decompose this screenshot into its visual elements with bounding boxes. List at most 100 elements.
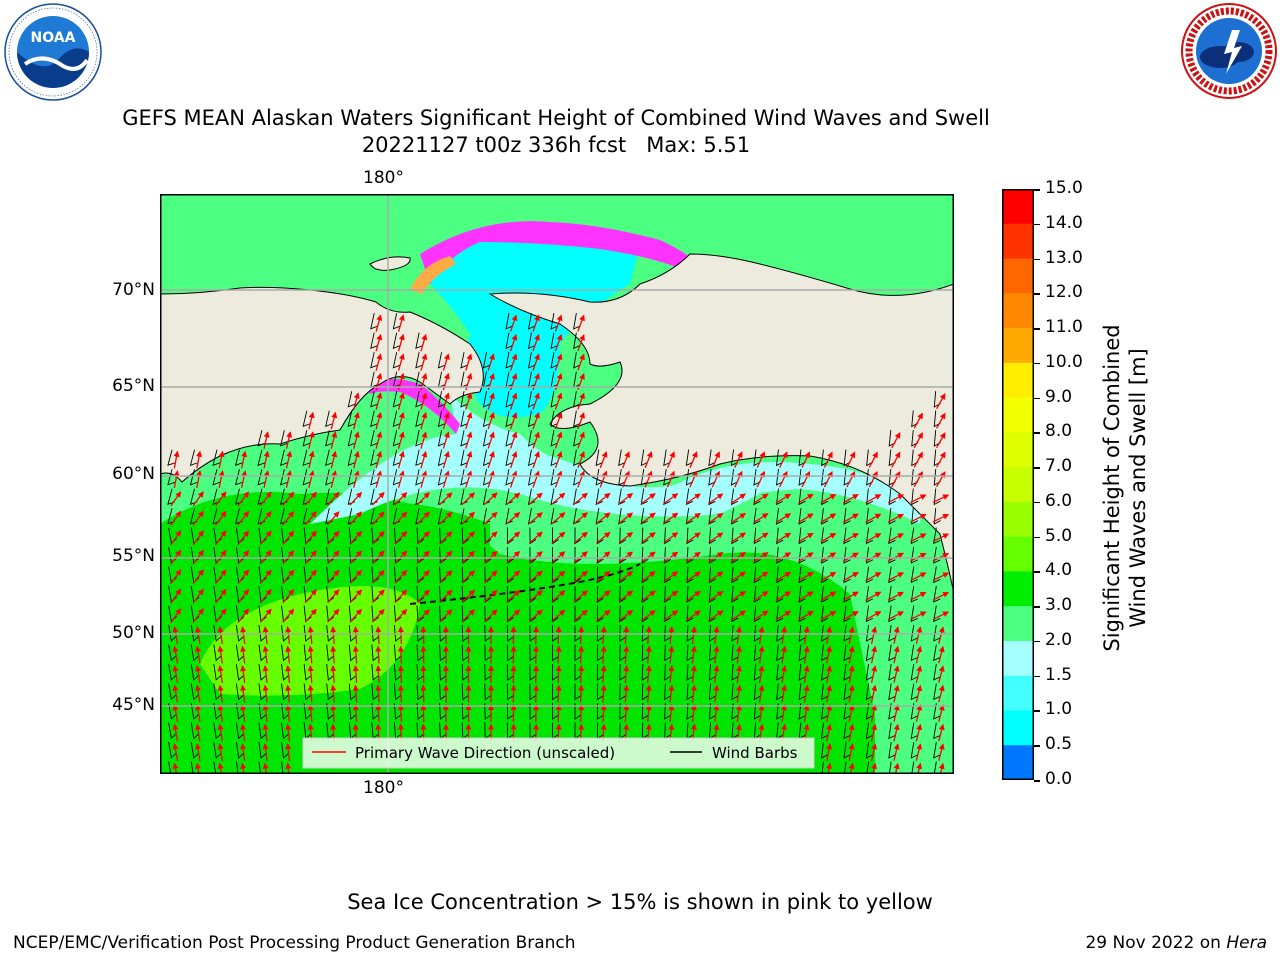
wind-barb <box>167 469 175 486</box>
colorbar-tick-label: 3.0 <box>1045 595 1073 616</box>
map-panel: Primary Wave Direction (unscaled) Wind B… <box>160 194 954 774</box>
wind-barb <box>888 507 896 525</box>
wave-arrow <box>663 493 679 505</box>
wave-arrow <box>893 665 900 683</box>
wind-barb <box>460 352 468 369</box>
wave-arrow <box>893 723 900 742</box>
wind-barb <box>392 410 401 428</box>
wind-barb <box>258 722 267 740</box>
wave-arrow <box>532 431 540 449</box>
wave-arrow <box>327 589 340 604</box>
wave-arrow <box>170 530 182 546</box>
wind-barb <box>550 469 558 486</box>
wave-arrow <box>618 512 634 525</box>
wind-barb <box>552 702 559 720</box>
wind-barb <box>482 508 491 525</box>
wind-barb <box>506 644 514 662</box>
wind-barb <box>686 644 694 662</box>
wind-barb <box>281 644 290 662</box>
colorbar-tick-mark <box>1034 223 1040 226</box>
wind-barb <box>619 585 627 603</box>
wave-arrow <box>668 626 675 645</box>
wave-arrow <box>932 552 950 562</box>
wave-arrow <box>826 665 833 683</box>
wave-arrow <box>330 411 338 430</box>
colorbar-band <box>1002 258 1034 294</box>
wave-palecyan-strait <box>450 394 580 494</box>
wind-barb <box>348 702 357 720</box>
wind-barb <box>573 430 581 447</box>
wind-barb <box>552 624 559 642</box>
wind-barb <box>663 449 671 467</box>
wave-arrow <box>488 704 495 723</box>
wind-barb <box>641 683 649 701</box>
wind-barb <box>933 527 941 545</box>
wave-arrow <box>483 589 498 603</box>
wind-barb <box>619 566 627 584</box>
wind-barb <box>168 703 177 720</box>
wind-barb <box>460 430 468 447</box>
wave-arrow <box>461 570 476 584</box>
wind-barb <box>686 566 694 584</box>
wave-arrow <box>240 470 248 488</box>
wind-barb <box>574 546 582 564</box>
wind-barb <box>798 702 806 720</box>
wave-arrow <box>870 723 878 742</box>
colorbar-band <box>1002 571 1034 607</box>
wave-arrow <box>753 591 769 602</box>
wave-arrow <box>640 590 656 602</box>
wind-barb <box>753 449 761 467</box>
wind-barb <box>731 683 739 701</box>
wave-arrow <box>330 470 338 488</box>
wave-arrow <box>375 665 382 684</box>
wind-barb <box>641 585 649 603</box>
wave-arrow <box>533 665 540 684</box>
wind-barb <box>686 546 694 564</box>
wave-arrow <box>758 665 765 683</box>
wind-barb <box>190 761 200 774</box>
wind-barb <box>482 449 491 467</box>
wave-arrow <box>397 431 405 449</box>
wind-barb <box>776 605 784 623</box>
wind-barb <box>798 585 806 603</box>
wave-arrow <box>887 572 904 582</box>
wave-arrow <box>600 704 607 723</box>
wind-barb <box>302 449 311 467</box>
wave-arrow <box>192 588 204 604</box>
wave-arrow <box>509 314 518 332</box>
wind-barb <box>821 566 829 584</box>
wave-arrow <box>465 411 473 430</box>
wind-barb <box>910 625 918 642</box>
wind-barb <box>730 469 739 486</box>
wave-arrow <box>240 762 247 774</box>
wave-arrow <box>285 684 292 703</box>
map-frame <box>160 194 954 774</box>
wave-arrow <box>285 762 292 774</box>
wind-barb <box>347 410 356 428</box>
wave-arrow <box>797 610 814 621</box>
wave-arrow <box>599 451 608 469</box>
wind-barb <box>686 702 694 720</box>
wave-arrow <box>848 723 855 742</box>
wind-barb <box>708 488 716 506</box>
wind-barb <box>506 663 514 681</box>
wind-barb <box>258 742 267 759</box>
wind-barb <box>574 624 582 642</box>
wind-barb <box>933 644 941 662</box>
wind-barb <box>843 761 851 774</box>
wave-arrow <box>803 665 810 683</box>
wind-barb <box>370 391 378 408</box>
wind-barb <box>552 527 559 545</box>
wave-arrow <box>781 704 787 722</box>
wind-barb <box>325 449 333 467</box>
wave-arrow <box>801 451 811 468</box>
wind-barb <box>798 527 806 545</box>
wave-arrow <box>887 552 904 562</box>
wind-barb <box>798 488 806 506</box>
wave-arrow <box>826 743 833 761</box>
wind-barb <box>258 761 267 774</box>
wave-arrow <box>509 333 518 352</box>
wind-barb <box>168 761 177 774</box>
wind-barb <box>213 761 222 774</box>
svg-text:NOAA: NOAA <box>31 30 76 46</box>
